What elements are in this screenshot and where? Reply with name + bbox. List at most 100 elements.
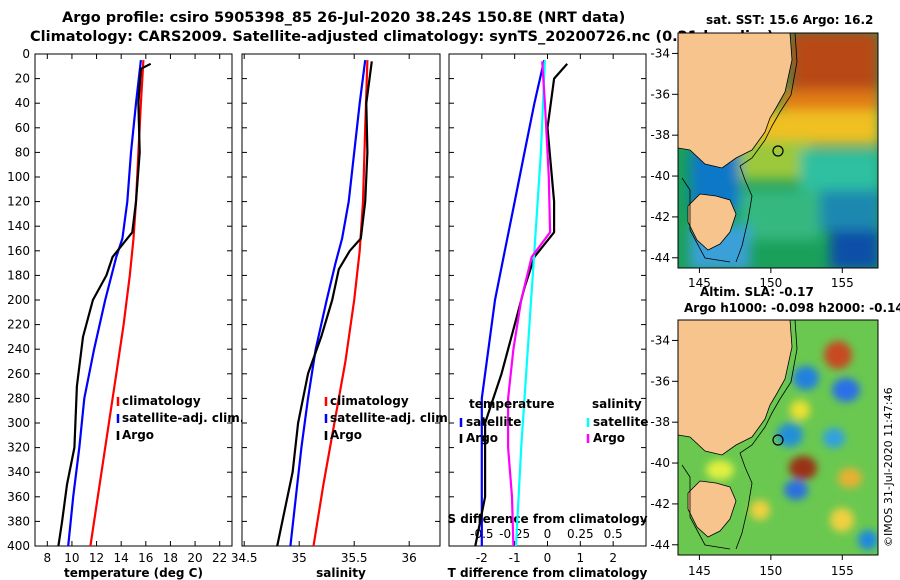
x-tick-label: 18: [163, 551, 178, 565]
y-tick-label: 180: [7, 268, 30, 282]
x-tick-label: 35: [292, 551, 307, 565]
x-tick-label: 16: [138, 551, 153, 565]
x-tick-label: 22: [212, 551, 227, 565]
float-position-marker: [772, 145, 784, 157]
x-top-tick-label: 0.25: [567, 527, 594, 541]
series-line-salinity-satellite: [514, 60, 546, 547]
x-tick-label: 8: [43, 551, 51, 565]
panel-difference: -2 -1 0 1 2T difference from climatology-0.5…: [447, 53, 648, 580]
series-line-temperature-satellite: [480, 59, 546, 546]
lon-tick-label: 155: [831, 564, 854, 578]
y-tick-label: 300: [7, 416, 30, 430]
series-line-salinity-argo: [507, 61, 552, 547]
lat-tick-label: -34: [650, 46, 670, 60]
y-tick-label: 80: [15, 145, 30, 159]
x-axis-label: salinity: [316, 566, 366, 580]
x-tick-label: 34.5: [231, 551, 258, 565]
x-tick-label: 35.5: [341, 551, 368, 565]
y-tick-label: 280: [7, 391, 30, 405]
x-top-tick-label: 0.5: [604, 527, 623, 541]
y-tick-label: 160: [7, 244, 30, 258]
y-tick-label: 400: [7, 539, 30, 553]
lon-tick-label: 150: [759, 564, 782, 578]
lon-tick-label: 145: [688, 564, 711, 578]
legend-label: Argo: [122, 428, 154, 442]
y-tick-label: 360: [7, 490, 30, 504]
series-line-satellite-adj-clim-: [289, 59, 367, 547]
series-line-temperature-argo: [474, 63, 569, 547]
lat-tick-label: -36: [650, 374, 670, 388]
x-tick-label: 36: [402, 551, 417, 565]
lon-tick-label: 150: [759, 276, 782, 290]
y-tick-label: 340: [7, 465, 30, 479]
lat-tick-label: -42: [650, 497, 670, 511]
sla-map: Altim. SLA: -0.17 Argo h1000: -0.098 h20…: [650, 285, 900, 578]
legend-salinity-title: salinity: [592, 397, 642, 411]
sla-title-1: Altim. SLA: -0.17: [700, 285, 814, 299]
profile-panels: 0204060801001201401601802002202402602803…: [7, 47, 648, 580]
x-tick-label: -1: [509, 551, 521, 565]
y-tick-label: 120: [7, 195, 30, 209]
legend-label: satellite-adj. clim.: [330, 411, 452, 425]
y-tick-label: 140: [7, 219, 30, 233]
lat-tick-label: -34: [650, 333, 670, 347]
legend-temperature-title: temperature: [469, 397, 554, 411]
imos-credit: ©IMOS 31-Jul-2020 11:47:46: [882, 387, 895, 547]
x-top-axis-label: S difference from climatology: [447, 512, 647, 526]
plot-frame: [241, 53, 441, 547]
lat-tick-label: -44: [650, 251, 670, 265]
series-line-argo: [276, 61, 373, 547]
sst-map-title: sat. SST: 15.6 Argo: 16.2: [706, 13, 873, 27]
legend-label: climatology: [330, 394, 409, 408]
x-axis-label: temperature (deg C): [64, 566, 203, 580]
y-tick-label: 200: [7, 293, 30, 307]
legend-label: climatology: [122, 394, 201, 408]
x-axis-label: T difference from climatology: [448, 566, 648, 580]
x-top-tick-label: 0: [544, 527, 552, 541]
panel-salinity: 34.5 35 35.5 36 salinity climatology satellite…: [231, 53, 452, 580]
lon-tick-label: 155: [831, 276, 854, 290]
title-line-2: Climatology: CARS2009. Satellite-adjuste…: [30, 29, 774, 45]
y-tick-label: 40: [15, 96, 30, 110]
lon-tick-label: 145: [688, 276, 711, 290]
y-tick-label: 320: [7, 441, 30, 455]
legend-label: satellite-adj. clim.: [122, 411, 244, 425]
legend-label: satellite: [466, 415, 521, 429]
lat-tick-label: -40: [650, 456, 670, 470]
title-line-1: Argo profile: csiro 5905398_85 26-Jul-20…: [62, 10, 625, 26]
lat-tick-label: -38: [650, 415, 670, 429]
panel-temperature: 0 20 40 60 80 100 120 140 160 180 200 220 240 260 280 3…: [7, 47, 244, 580]
y-tick-label: 240: [7, 342, 30, 356]
y-tick-label: 260: [7, 367, 30, 381]
sla-title-2: Argo h1000: -0.098 h2000: -0.14: [684, 301, 900, 315]
series-line-satellite-adj-clim-: [67, 59, 142, 547]
y-tick-label: 380: [7, 514, 30, 528]
x-tick-label: 14: [114, 551, 129, 565]
y-tick-label: 60: [15, 121, 30, 135]
x-tick-label: 0: [544, 551, 552, 565]
series-line-argo: [57, 62, 152, 547]
lat-tick-label: -36: [650, 87, 670, 101]
y-tick-label: 0: [22, 47, 30, 61]
legend-label: Argo: [330, 428, 362, 442]
x-top-tick-label: -0.25: [499, 527, 530, 541]
x-tick-label: 1: [577, 551, 585, 565]
x-tick-label: 10: [64, 551, 79, 565]
lat-tick-label: -42: [650, 210, 670, 224]
series-line-climatology: [312, 60, 369, 547]
legend-label: satellite: [593, 415, 648, 429]
lat-tick-label: -38: [650, 128, 670, 142]
legend-label: Argo: [466, 431, 498, 445]
legend-label: Argo: [593, 431, 625, 445]
lat-tick-label: -44: [650, 538, 670, 552]
y-tick-label: 220: [7, 318, 30, 332]
float-position-marker-sla: [772, 434, 784, 446]
sst-map: sat. SST: 15.6 Argo: 16.2 -34-36-38-4: [650, 13, 879, 290]
x-tick-label: 20: [187, 551, 202, 565]
lat-tick-label: -40: [650, 169, 670, 183]
x-tick-label: 2: [609, 551, 617, 565]
x-tick-label: -2: [476, 551, 488, 565]
y-tick-label: 20: [15, 72, 30, 86]
x-tick-label: 12: [89, 551, 104, 565]
